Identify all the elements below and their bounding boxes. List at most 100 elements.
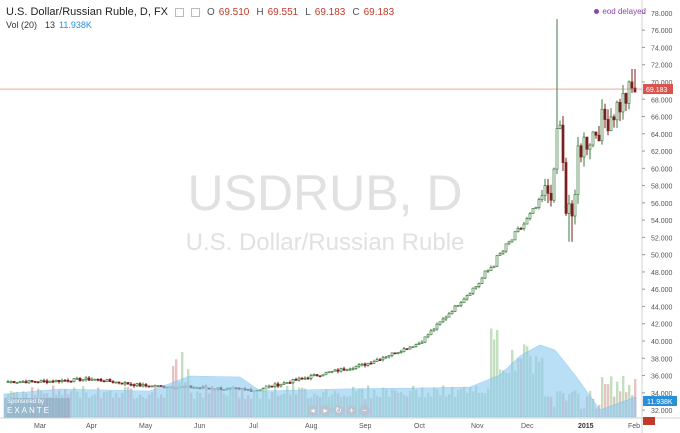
sponsor-banner[interactable]: Sponsored by EXANTE	[4, 398, 70, 418]
candle-body	[456, 305, 460, 307]
candle-body	[348, 368, 352, 371]
candle-body	[27, 380, 31, 384]
candle-body	[375, 359, 379, 362]
candle-body	[18, 381, 22, 384]
volume-bar	[607, 384, 610, 417]
candle-body	[594, 131, 598, 136]
candle-body	[288, 382, 292, 384]
candle-body	[387, 355, 391, 358]
candle-body	[276, 383, 280, 387]
candle-body	[402, 348, 406, 353]
candle-body	[372, 361, 376, 364]
y-tick-label: 58.000	[651, 184, 673, 191]
candle-body	[96, 378, 100, 381]
candle-body	[282, 382, 286, 385]
candle-body	[513, 231, 517, 241]
candle-body	[558, 124, 562, 129]
candle-body	[69, 380, 73, 383]
volume-value-2: 11.938K	[59, 20, 92, 30]
volume-label: Vol (20)	[6, 20, 38, 30]
candle-body	[597, 134, 601, 142]
y-tick-label: 62.000	[651, 149, 673, 156]
candle-body	[102, 380, 106, 383]
candle-body	[582, 136, 586, 158]
candle-body	[123, 382, 127, 385]
candle-body	[633, 87, 637, 93]
candle-body	[138, 383, 142, 387]
candle-body	[510, 239, 514, 243]
watermark-symbol: USDRUB, D	[187, 165, 462, 221]
candle-body	[54, 379, 58, 383]
reset-button[interactable]: ↻	[333, 405, 344, 416]
candle-body	[396, 352, 400, 355]
x-tick-label: Feb	[628, 423, 640, 430]
candle-body	[120, 382, 124, 385]
candle-body	[45, 380, 49, 383]
candle-body	[297, 377, 301, 381]
y-tick-label: 56.000	[651, 201, 673, 208]
candle-body	[441, 318, 445, 323]
candle-body	[528, 213, 532, 219]
volume-count-tag	[643, 417, 655, 425]
sponsor-brand: EXANTE	[7, 406, 52, 415]
high-label: H	[256, 6, 264, 18]
candle-body	[504, 243, 508, 252]
candle-body	[600, 108, 604, 142]
candle-body	[381, 357, 385, 361]
candle-body	[405, 348, 409, 350]
candle-body	[303, 377, 307, 380]
y-tick-label: 52.000	[651, 235, 673, 242]
candle-body	[147, 385, 151, 388]
scroll-right-button[interactable]: ▸	[320, 405, 331, 416]
zoom-in-button[interactable]: +	[346, 405, 357, 416]
candle-body	[156, 385, 160, 387]
candle-body	[294, 379, 298, 381]
candle-body	[498, 253, 502, 256]
candle-body	[522, 223, 526, 229]
candle-body	[132, 384, 136, 387]
candle-body	[516, 228, 520, 232]
candle-body	[537, 199, 541, 208]
candle-body	[351, 368, 355, 370]
candle-body	[534, 207, 538, 209]
open-label: O	[207, 6, 215, 18]
x-tick-label: Aug	[305, 423, 318, 430]
candle-body	[627, 81, 631, 104]
candle-body	[480, 277, 484, 284]
zoom-out-button[interactable]: −	[359, 405, 370, 416]
candle-body	[483, 270, 487, 279]
y-tick-label: 64.000	[651, 132, 673, 139]
candle-body	[312, 374, 316, 376]
candle-body	[420, 341, 424, 344]
y-tick-label: 40.000	[651, 339, 673, 346]
y-tick-label: 68.000	[651, 97, 673, 104]
candle-body	[543, 185, 547, 196]
candle-body	[336, 369, 340, 372]
toggle-box-icon[interactable]	[191, 7, 200, 17]
candle-body	[330, 370, 334, 373]
candle-body	[429, 330, 433, 336]
toggle-box-icon[interactable]	[175, 7, 184, 17]
candle-body	[360, 363, 364, 366]
y-tick-label: 34.000	[651, 391, 673, 398]
candle-body	[450, 311, 454, 315]
watermark-name: U.S. Dollar/Russian Ruble	[186, 229, 465, 256]
y-tick-label: 76.000	[651, 28, 673, 35]
close-value: 69.183	[363, 6, 395, 18]
candle-body	[141, 384, 145, 387]
scroll-left-button[interactable]: ◂	[307, 405, 318, 416]
candle-body	[321, 374, 325, 377]
candle-body	[585, 136, 589, 150]
y-tick-label: 66.000	[651, 115, 673, 122]
candle-body	[105, 379, 109, 382]
candle-body	[426, 334, 430, 338]
volume-bar	[622, 375, 625, 417]
x-tick-label: Nov	[471, 423, 484, 430]
close-label: C	[352, 6, 360, 18]
candle-body	[435, 323, 439, 330]
x-tick-label: Oct	[414, 423, 425, 430]
candle-body	[612, 116, 616, 121]
candle-body	[108, 379, 112, 382]
x-tick-label: Jul	[249, 423, 258, 430]
